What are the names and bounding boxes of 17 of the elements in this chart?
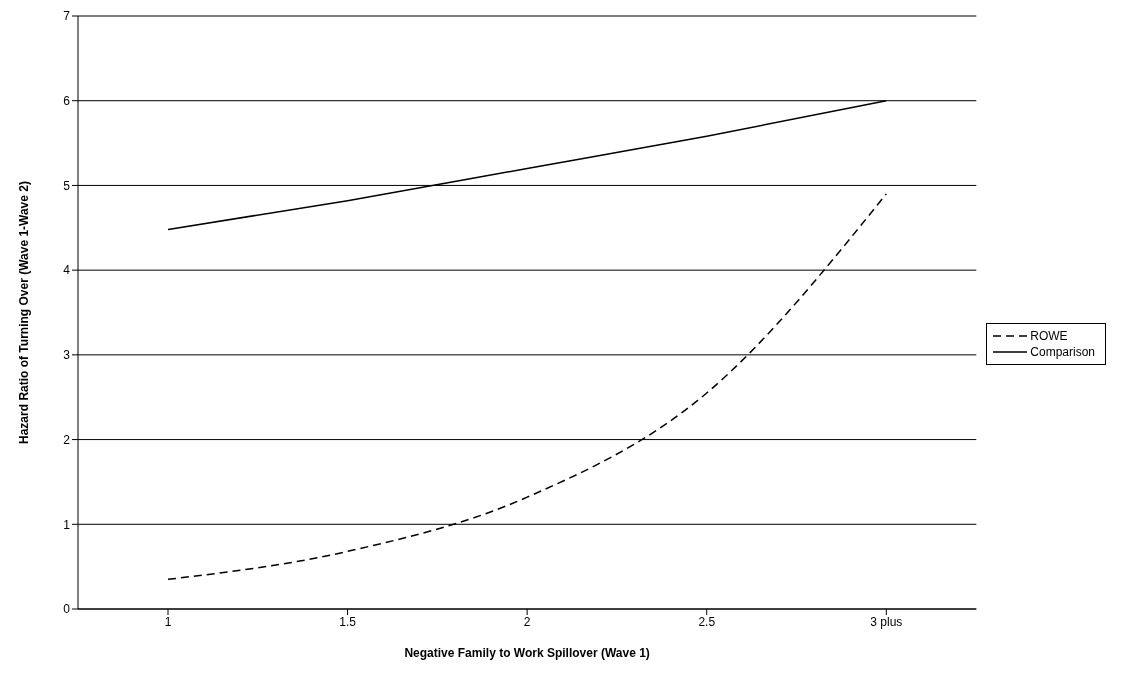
y-tick-label: 3 <box>63 348 71 363</box>
x-tick-label: 1 <box>164 614 172 629</box>
legend-label: ROWE <box>1030 327 1068 344</box>
y-tick-label: 7 <box>63 9 71 24</box>
y-tick-label: 6 <box>63 93 71 108</box>
y-tick-label: 5 <box>63 178 71 193</box>
legend-label: Comparison <box>1030 343 1095 360</box>
x-tick-label: 2.5 <box>698 614 716 629</box>
y-tick-label: 4 <box>63 263 71 278</box>
x-tick-label: 2 <box>523 614 531 629</box>
y-axis-title: Hazard Ratio of Turning Over (Wave 1-Wave 2) <box>17 181 32 444</box>
y-tick-label: 2 <box>63 432 71 447</box>
x-tick-label: 3 plus <box>870 614 903 629</box>
y-tick-label: 0 <box>63 602 71 617</box>
x-tick-label: 1.5 <box>339 614 357 629</box>
x-axis-title: Negative Family to Work Spillover (Wave 1) <box>404 646 650 660</box>
y-tick-label: 1 <box>63 517 71 532</box>
